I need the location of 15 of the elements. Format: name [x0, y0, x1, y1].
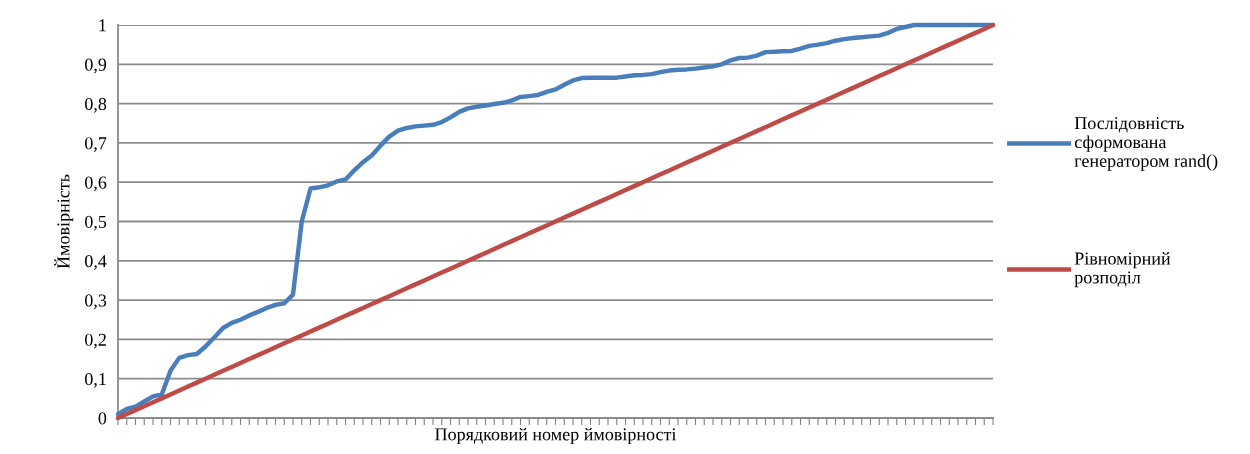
y-tick-label: 0 — [98, 412, 107, 425]
legend-label: Послідовність сформована генератором rand() — [1074, 117, 1218, 171]
y-axis-title: Ймовірність — [54, 174, 74, 269]
y-tick-label: 0,1 — [85, 372, 106, 388]
legend-label: Рівномірний розподіл — [1074, 252, 1171, 288]
y-tick-label: 0,5 — [85, 215, 107, 231]
x-axis-title: Порядковий номер ймовірності — [435, 427, 677, 445]
y-tick-label: 1 — [99, 19, 106, 32]
y-tick-label: 0,7 — [85, 137, 107, 152]
y-tick-label: 0,8 — [85, 97, 107, 113]
y-tick-label: 0,9 — [85, 58, 107, 74]
y-tick-label: 0,2 — [85, 333, 106, 349]
y-tick-label: 0,6 — [85, 176, 107, 192]
y-tick-label: 0,3 — [85, 294, 107, 310]
y-tick-label: 0,4 — [85, 255, 107, 270]
